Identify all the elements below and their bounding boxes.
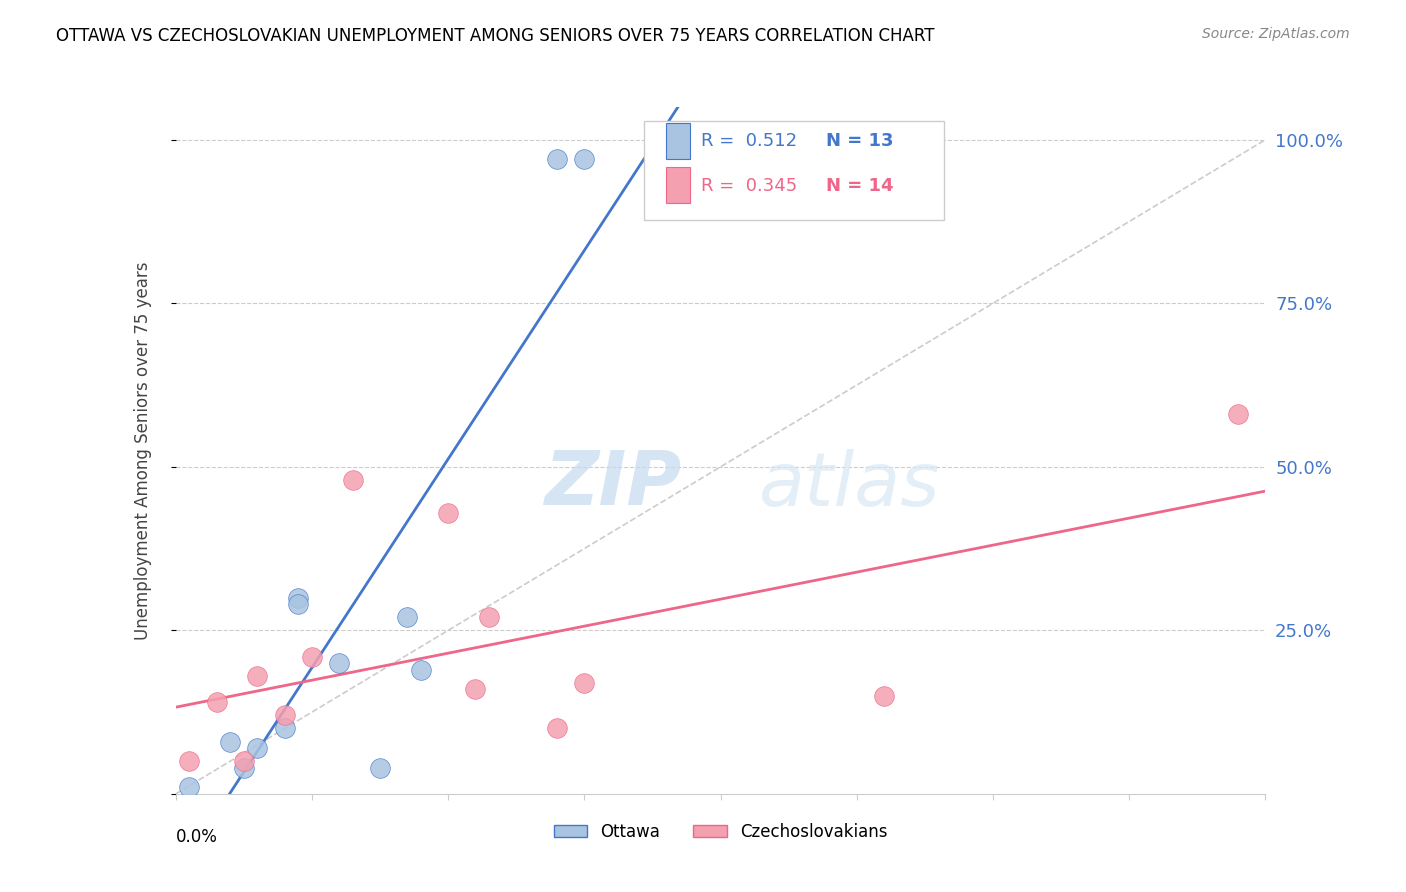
Text: N = 13: N = 13	[827, 132, 894, 151]
Text: R =  0.512: R = 0.512	[702, 132, 797, 151]
Point	[478, 610, 501, 624]
Text: 0.0%: 0.0%	[176, 828, 218, 847]
Point	[287, 597, 309, 611]
Point	[287, 591, 309, 605]
Point	[1227, 408, 1250, 422]
Text: ZIP: ZIP	[546, 449, 682, 521]
Point	[328, 656, 350, 670]
Y-axis label: Unemployment Among Seniors over 75 years: Unemployment Among Seniors over 75 years	[134, 261, 152, 640]
Text: OTTAWA VS CZECHOSLOVAKIAN UNEMPLOYMENT AMONG SENIORS OVER 75 YEARS CORRELATION C: OTTAWA VS CZECHOSLOVAKIAN UNEMPLOYMENT A…	[56, 27, 935, 45]
Point	[437, 506, 460, 520]
Point	[574, 675, 596, 690]
Text: N = 14: N = 14	[827, 177, 894, 195]
Point	[246, 669, 269, 683]
Point	[396, 610, 419, 624]
Legend: Ottawa, Czechoslovakians: Ottawa, Czechoslovakians	[547, 816, 894, 847]
Point	[205, 695, 228, 709]
Point	[464, 682, 486, 697]
Text: atlas: atlas	[759, 449, 941, 521]
Point	[342, 473, 364, 487]
Point	[368, 761, 391, 775]
FancyBboxPatch shape	[644, 120, 943, 220]
Point	[246, 741, 269, 756]
FancyBboxPatch shape	[666, 123, 690, 159]
Point	[179, 780, 201, 795]
FancyBboxPatch shape	[666, 168, 690, 203]
Point	[546, 722, 568, 736]
Point	[409, 663, 432, 677]
Point	[219, 734, 242, 748]
Point	[179, 754, 201, 768]
Point	[232, 754, 254, 768]
Point	[274, 722, 297, 736]
Point	[301, 649, 323, 664]
Point	[546, 153, 568, 167]
Point	[574, 153, 596, 167]
Point	[274, 708, 297, 723]
Point	[873, 689, 896, 703]
Point	[232, 761, 254, 775]
Text: R =  0.345: R = 0.345	[702, 177, 797, 195]
Text: Source: ZipAtlas.com: Source: ZipAtlas.com	[1202, 27, 1350, 41]
